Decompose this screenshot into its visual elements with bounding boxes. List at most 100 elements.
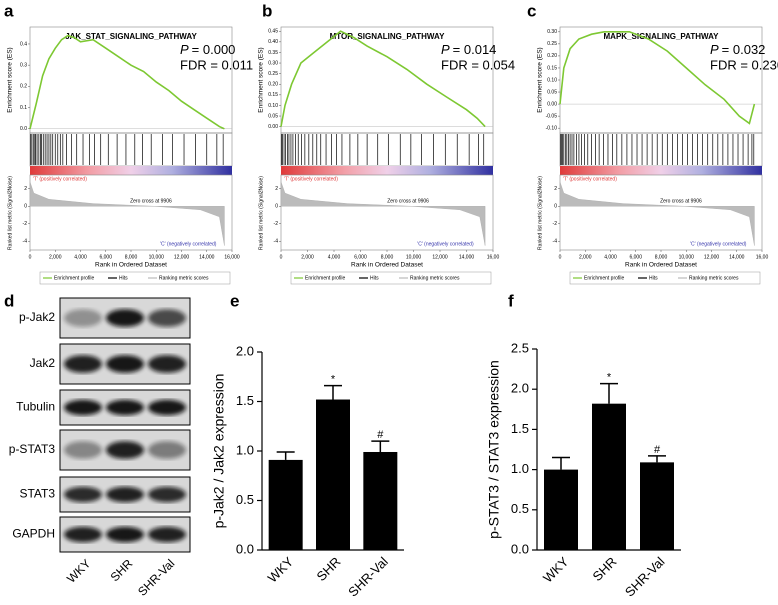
- bar: [544, 469, 578, 550]
- pos-label: 'T' (positively correlated): [284, 176, 338, 182]
- y-tick-label: 0.30: [268, 60, 278, 66]
- x-tick-label: 16,00: [487, 254, 500, 260]
- significance-marker: *: [331, 374, 336, 386]
- protein-label: GAPDH: [12, 527, 55, 541]
- y-tick-label: 0.00: [547, 101, 557, 107]
- metric-tick-label: -4: [274, 239, 279, 245]
- y-tick-label: 0.00: [268, 124, 278, 130]
- x-tick-label: SHR-Val: [622, 554, 668, 600]
- pos-label: 'T' (positively correlated): [563, 176, 617, 182]
- y-tick-label: 2.0: [511, 381, 529, 396]
- legend-label: Hits: [370, 275, 379, 281]
- metric-tick-label: 0: [275, 204, 278, 210]
- y-tick-label: 0.10: [547, 77, 557, 83]
- ranking-metric: [280, 181, 486, 246]
- bar: [268, 459, 303, 550]
- x-tick-label: SHR: [590, 554, 620, 584]
- p-text: = 0.000: [192, 42, 236, 57]
- gsea-title: MAPK_SIGNALING_PATHWAY: [604, 32, 720, 41]
- protein-label: p-STAT3: [9, 442, 56, 456]
- x-tick-label: 16,000: [224, 254, 240, 260]
- legend-label: Ranking metric scores: [689, 275, 739, 281]
- x-tick-label: 6,000: [354, 254, 367, 260]
- blot-band: [106, 526, 144, 543]
- legend-box: [290, 271, 492, 285]
- y-tick-label: 0.25: [547, 41, 557, 47]
- metric-frame: [29, 174, 233, 251]
- p-value: P = 0.014: [441, 42, 496, 57]
- zero-label: Zero cross at 9906: [660, 199, 702, 205]
- x-tick-label: 12,000: [432, 254, 448, 260]
- metric-tick-label: -2: [553, 221, 558, 227]
- metric-frame: [280, 174, 494, 251]
- y-axis-label: Enrichment score (ES): [7, 47, 14, 112]
- y-tick-label: 0.0: [511, 541, 529, 556]
- gsea-title: MTOR_SIGNALING_PATHWAY: [330, 32, 445, 41]
- ranking-metric: [29, 181, 225, 246]
- y-tick-label: 1.0: [511, 461, 529, 476]
- x-tick-label: 10,000: [406, 254, 422, 260]
- metric-tick-label: -2: [23, 221, 28, 227]
- p-value: P = 0.000: [180, 42, 235, 57]
- y-tick-label: 0.05: [268, 113, 278, 119]
- significance-marker: *: [607, 371, 612, 383]
- metric-tick-label: 2: [554, 186, 557, 192]
- blot-band: [148, 441, 186, 459]
- x-tick-label: 4,000: [328, 254, 341, 260]
- y-tick-label: 0.05: [547, 89, 557, 95]
- blot-band: [148, 309, 186, 327]
- y-tick-label: 1.0: [236, 442, 254, 457]
- group-label: SHR-Val: [135, 556, 177, 598]
- blot-band: [148, 486, 186, 503]
- y-axis-label: p-STAT3 / STAT3 expression: [486, 360, 502, 539]
- ranking-metric: [559, 181, 755, 246]
- protein-label: Jak2: [30, 356, 56, 370]
- legend-label: Ranking metric scores: [410, 275, 460, 281]
- p-value: P = 0.032: [710, 42, 765, 57]
- x-tick-label: 0: [29, 254, 32, 260]
- legend-box: [569, 271, 761, 285]
- y-tick-label: 0.15: [547, 65, 557, 71]
- y-tick-label: -0.05: [546, 113, 558, 119]
- p-symbol: P: [441, 42, 450, 57]
- panel-letter: d: [4, 291, 14, 310]
- y-tick-label: 0.25: [268, 71, 278, 77]
- y-tick-label: 0.0: [236, 541, 254, 556]
- x-tick-label: 14,000: [459, 254, 475, 260]
- blot-band: [106, 399, 144, 416]
- y-axis-label: p-Jak2 / Jak2 expression: [211, 374, 227, 529]
- metric-tick-label: 0: [554, 204, 557, 210]
- group-label: SHR: [108, 556, 136, 584]
- blot-band: [106, 486, 144, 503]
- legend-label: Enrichment profile: [54, 275, 95, 281]
- x-tick-label: SHR-Val: [345, 554, 391, 600]
- x-tick-label: 10,000: [149, 254, 165, 260]
- y-tick-label: 0.20: [547, 53, 557, 59]
- panel-letter: b: [262, 1, 272, 20]
- x-tick-label: 2,000: [579, 254, 592, 260]
- metric-tick-label: 2: [24, 186, 27, 192]
- metric-axis-label: Ranked list metric (Signal2Noise): [258, 176, 264, 250]
- x-tick-label: 4,000: [74, 254, 87, 260]
- metric-axis-label: Ranked list metric (Signal2Noise): [537, 176, 543, 250]
- bar: [640, 462, 674, 550]
- y-tick-label: 0.0: [20, 126, 27, 132]
- p-symbol: P: [180, 42, 189, 57]
- y-tick-label: 0.5: [511, 501, 529, 516]
- blot-band: [64, 526, 102, 543]
- metric-tick-label: -4: [553, 239, 558, 245]
- panel-letter: f: [508, 291, 514, 310]
- y-tick-label: 0.40: [268, 39, 278, 45]
- group-label: WKY: [64, 556, 93, 585]
- panel-letter: e: [230, 291, 239, 310]
- legend-label: Hits: [649, 275, 658, 281]
- neg-label: 'C' (negatively correlated): [160, 241, 217, 247]
- legend-label: Ranking metric scores: [159, 275, 209, 281]
- metric-frame: [559, 174, 763, 251]
- protein-label: Tubulin: [16, 400, 55, 414]
- enrichment-profile: [280, 30, 486, 128]
- blot-band: [64, 441, 102, 459]
- pos-label: 'T' (positively correlated): [33, 176, 87, 182]
- x-tick-label: 16,00: [756, 254, 769, 260]
